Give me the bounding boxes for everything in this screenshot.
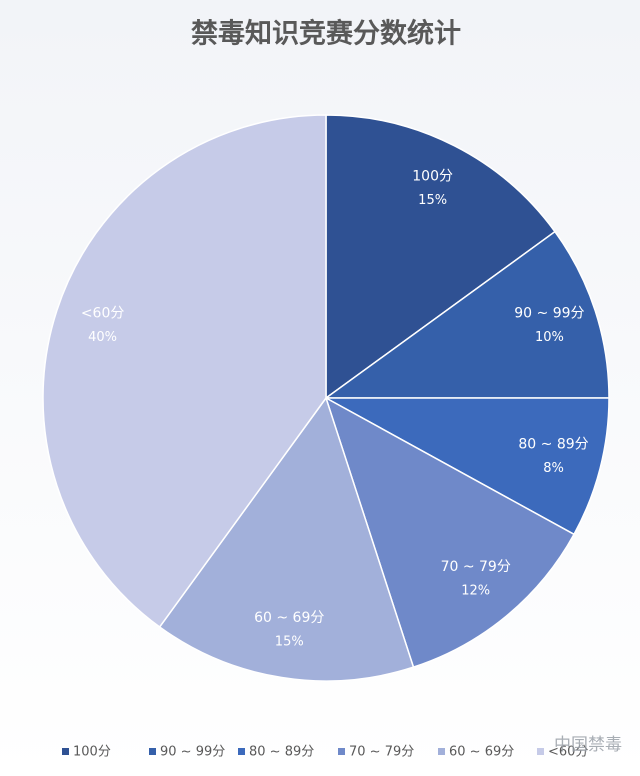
slice-category-label: <60分	[81, 305, 125, 321]
legend-swatch	[537, 748, 544, 755]
slice-category-label: 100分	[412, 169, 453, 185]
legend-label: 60 ~ 69分	[449, 745, 514, 760]
pie-slice	[42, 114, 327, 629]
legend-label: <60分	[548, 745, 588, 760]
legend-label: 80 ~ 89分	[249, 745, 314, 760]
slice-value-label: 15%	[418, 193, 447, 208]
slice-value-label: 8%	[543, 461, 564, 476]
pie-slice	[325, 114, 556, 400]
legend-swatch	[338, 748, 345, 755]
legend-swatch	[62, 748, 69, 755]
pie-slice	[158, 396, 415, 682]
slice-value-label: 12%	[461, 583, 490, 598]
slice-category-label: 70 ~ 79分	[441, 559, 511, 575]
chart-title: 禁毒知识竞赛分数统计	[191, 18, 461, 50]
pie-slice	[325, 397, 610, 536]
slice-category-label: 60 ~ 69分	[254, 610, 324, 626]
legend-swatch	[149, 748, 156, 755]
pie-slice	[324, 396, 576, 669]
slice-category-label: 80 ~ 89分	[518, 436, 588, 452]
legend-swatch	[238, 748, 245, 755]
watermark: 中国禁毒	[554, 735, 622, 755]
legend-label: 70 ~ 79分	[349, 745, 414, 760]
pie-slice	[323, 230, 610, 399]
slice-value-label: 15%	[275, 634, 304, 649]
slice-value-label: 10%	[535, 330, 564, 345]
legend-label: 100分	[73, 745, 111, 760]
legend-label: 90 ~ 99分	[160, 745, 225, 760]
slice-value-label: 40%	[88, 330, 117, 345]
legend-swatch	[438, 748, 445, 755]
slice-category-label: 90 ~ 99分	[514, 305, 584, 321]
